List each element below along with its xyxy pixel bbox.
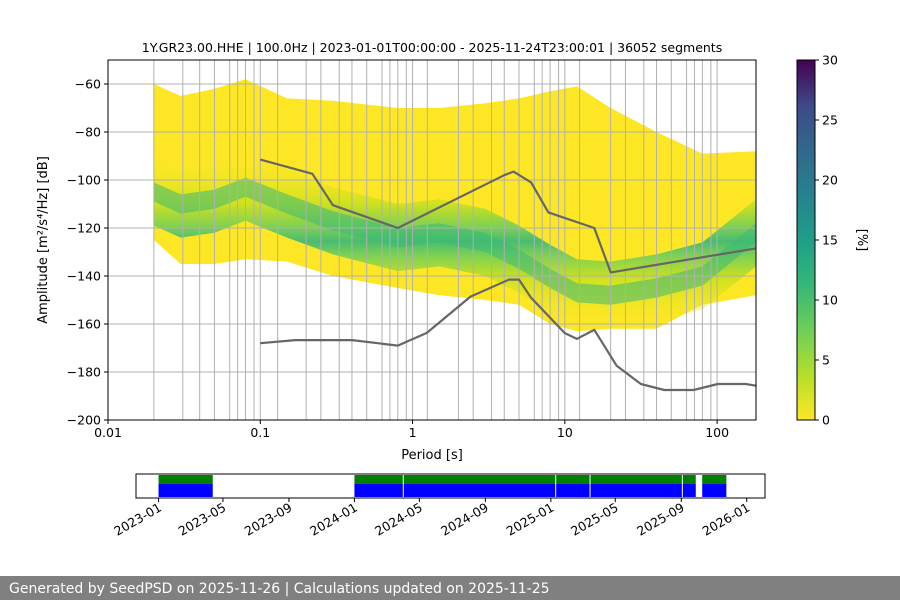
y-axis: −200 −180 −160 −140 −120 −100 −80 −60 <box>67 77 108 428</box>
date-tick-label: 2026-01 <box>700 500 753 539</box>
x-tick-label: 0.1 <box>250 425 270 440</box>
date-tick-label: 2023-01 <box>111 500 164 539</box>
x-tick-label: 10 <box>557 425 573 440</box>
colorbar-tick-label: 15 <box>822 233 838 248</box>
colorbar-tick-label: 5 <box>822 353 830 368</box>
colorbar-label: [%] <box>854 229 869 252</box>
processed-bar <box>158 475 213 484</box>
date-tick-label: 2023-05 <box>176 500 229 539</box>
data-bar <box>354 484 696 497</box>
y-tick-label: −140 <box>67 269 101 284</box>
psd-plot: 0.01 0.1 1 10 100 −200 −180 −160 −140 −120 −100 −8… <box>36 59 757 463</box>
coverage-timeline: 2023-01 2023-05 2023-09 2024-01 2024-05 2024-… <box>111 473 766 539</box>
x-axis-label: Period [s] <box>401 448 463 463</box>
data-bar <box>158 484 213 497</box>
x-tick-label: 100 <box>705 425 729 440</box>
y-axis-label: Amplitude [m²/s⁴/Hz] [dB] <box>36 156 51 324</box>
high-noise-model-line <box>260 158 756 274</box>
x-tick-label: 0.01 <box>94 425 122 440</box>
density-mode-ridge <box>153 177 756 305</box>
density-heatmap <box>153 79 756 332</box>
data-bar <box>702 484 727 497</box>
processed-bar <box>702 475 727 484</box>
colorbar-ticks: 0 5 10 15 20 25 30 <box>815 53 838 428</box>
coverage-frame <box>135 473 766 499</box>
date-tick-label: 2024-09 <box>438 500 491 539</box>
colorbar-gradient <box>796 59 816 421</box>
plot-frame <box>107 59 757 421</box>
colorbar-tick-label: 10 <box>822 293 838 308</box>
y-tick-label: −100 <box>67 173 101 188</box>
chart-title: 1Y.GR23.00.HHE | 100.0Hz | 2023-01-01T00… <box>142 40 722 55</box>
date-tick-label: 2025-05 <box>568 500 621 539</box>
colorbar-tick-label: 20 <box>822 173 838 188</box>
noise-model-lines <box>260 158 756 392</box>
y-tick-label: −60 <box>75 77 101 92</box>
y-tick-label: −120 <box>67 221 101 236</box>
date-tick-label: 2024-01 <box>307 500 360 539</box>
processed-bar <box>354 475 696 484</box>
date-tick-label: 2025-09 <box>634 500 687 539</box>
coverage-date-axis: 2023-01 2023-05 2023-09 2024-01 2024-05 2024-… <box>111 498 752 539</box>
y-tick-label: −160 <box>67 317 101 332</box>
date-tick-label: 2024-05 <box>372 500 425 539</box>
colorbar-tick-label: 0 <box>822 413 830 428</box>
coverage-bars <box>158 475 727 497</box>
y-tick-label: −180 <box>67 365 101 380</box>
y-tick-label: −80 <box>75 125 101 140</box>
low-noise-model-line <box>260 278 756 392</box>
x-axis: 0.01 0.1 1 10 100 <box>94 420 729 440</box>
footer-banner: Generated by SeedPSD on 2025-11-26 | Cal… <box>0 576 900 600</box>
grid-lines <box>108 60 756 420</box>
colorbar-tick-label: 25 <box>822 113 838 128</box>
date-tick-label: 2023-09 <box>242 500 295 539</box>
y-tick-label: −200 <box>67 413 101 428</box>
date-tick-label: 2025-01 <box>504 500 557 539</box>
colorbar-tick-label: 30 <box>822 53 838 68</box>
x-tick-label: 1 <box>409 425 417 440</box>
colorbar: 0 5 10 15 20 25 30 [%] <box>796 53 869 428</box>
